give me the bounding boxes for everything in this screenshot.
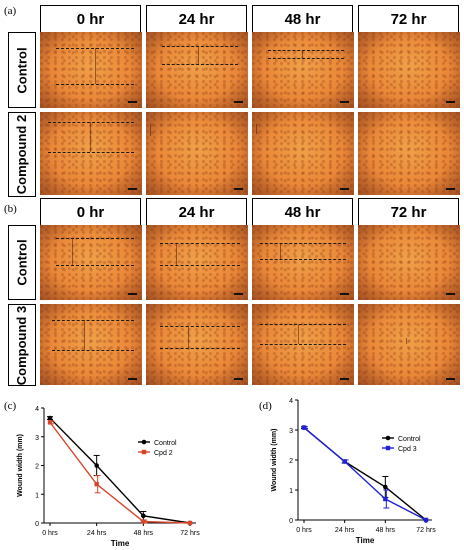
- x-tick-label: 72 hrs: [180, 530, 200, 537]
- legend-marker: [385, 445, 391, 451]
- data-point: [94, 463, 99, 468]
- micrograph-control3-24hr: [146, 225, 248, 300]
- data-point: [141, 519, 146, 524]
- series-line: [49, 421, 191, 524]
- x-tick-label: 72 hrs: [416, 527, 436, 534]
- panel-label-d: (d): [259, 400, 272, 412]
- data-point: [423, 517, 429, 523]
- series-line: [49, 417, 191, 524]
- y-tick-label: 2: [35, 464, 39, 471]
- x-axis-label: Time: [111, 539, 130, 548]
- micrograph-compound2-24hr: [146, 112, 248, 195]
- micrograph-compound2-48hr: [252, 112, 354, 195]
- data-point: [342, 459, 347, 464]
- micrograph-control-0hr: [40, 32, 142, 108]
- y-axis-label: Wound width (mm): [17, 434, 24, 497]
- row-label-compound2: Compound 2: [8, 112, 36, 197]
- micrograph-compound3-72hr: [358, 304, 460, 385]
- legend-marker: [385, 435, 391, 441]
- legend-marker: [141, 439, 147, 445]
- data-point: [47, 420, 53, 425]
- data-point: [187, 520, 193, 526]
- micrograph-control-48hr: [252, 32, 354, 108]
- data-point: [141, 513, 146, 519]
- data-point: [47, 415, 53, 421]
- header-0hr-a: 0 hr: [40, 5, 141, 33]
- y-tick-label: 1: [35, 492, 39, 499]
- micrograph-control3-48hr: [252, 225, 354, 300]
- legend-label: Cpd 2: [154, 450, 173, 457]
- data-point: [94, 481, 99, 487]
- x-tick-label: 0 hrs: [296, 527, 312, 534]
- y-tick-label: 4: [289, 398, 293, 405]
- y-tick-label: 0: [289, 518, 293, 525]
- micrograph-compound3-0hr: [40, 304, 142, 385]
- data-point: [301, 425, 307, 430]
- header-48hr-a: 48 hr: [252, 5, 353, 33]
- header-72hr-b: 72 hr: [358, 198, 459, 226]
- data-point: [383, 484, 388, 490]
- row-label-control-a: Control: [8, 32, 36, 108]
- y-tick-label: 3: [35, 435, 39, 442]
- x-tick-label: 24 hrs: [335, 527, 355, 534]
- header-48hr-b: 48 hr: [252, 198, 353, 226]
- micrograph-control3-0hr: [40, 225, 142, 300]
- micrograph-compound3-24hr: [146, 304, 248, 385]
- x-tick-label: 48 hrs: [134, 530, 154, 537]
- micrograph-control3-72hr: [358, 225, 460, 300]
- x-axis-label: Time: [356, 536, 375, 545]
- legend-marker: [141, 449, 147, 455]
- micrograph-control-72hr: [358, 32, 460, 108]
- micrograph-compound2-72hr: [358, 112, 460, 195]
- y-tick-label: 3: [289, 428, 293, 435]
- x-tick-label: 0 hrs: [42, 530, 58, 537]
- row-label-control-b: Control: [8, 225, 36, 300]
- legend-label: Cpd 3: [398, 446, 417, 453]
- series-line: [303, 427, 427, 521]
- chart-d: 0 1 2 3 4 0 hrs 24 hrs 48 hrs 72 hrs Time Wound wi…: [271, 398, 436, 545]
- panel-label-a: (a): [4, 5, 17, 17]
- x-tick-label: 24 hrs: [87, 530, 107, 537]
- micrograph-compound2-0hr: [40, 112, 142, 195]
- data-point: [383, 496, 388, 502]
- panel-label-c: (c): [4, 400, 17, 412]
- header-72hr-a: 72 hr: [358, 5, 459, 33]
- y-tick-label: 1: [289, 488, 293, 495]
- y-tick-label: 0: [35, 521, 39, 528]
- x-tick-label: 48 hrs: [376, 527, 396, 534]
- header-24hr-a: 24 hr: [146, 5, 247, 33]
- panel-label-b: (b): [4, 203, 17, 215]
- row-label-compound3: Compound 3: [8, 304, 36, 386]
- header-0hr-b: 0 hr: [40, 198, 141, 226]
- y-tick-label: 4: [35, 406, 39, 413]
- legend-label: Control: [398, 436, 421, 443]
- y-axis-label: Wound width (mm): [271, 429, 278, 492]
- y-tick-label: 2: [289, 458, 293, 465]
- header-24hr-b: 24 hr: [146, 198, 247, 226]
- micrograph-control-24hr: [146, 32, 248, 108]
- micrograph-compound3-48hr: [252, 304, 354, 385]
- legend-label: Control: [154, 440, 177, 447]
- chart-c: 0 1 2 3 4 0 hrs 24 hrs 48 hrs 72 hrs Time Wound wi…: [17, 406, 200, 548]
